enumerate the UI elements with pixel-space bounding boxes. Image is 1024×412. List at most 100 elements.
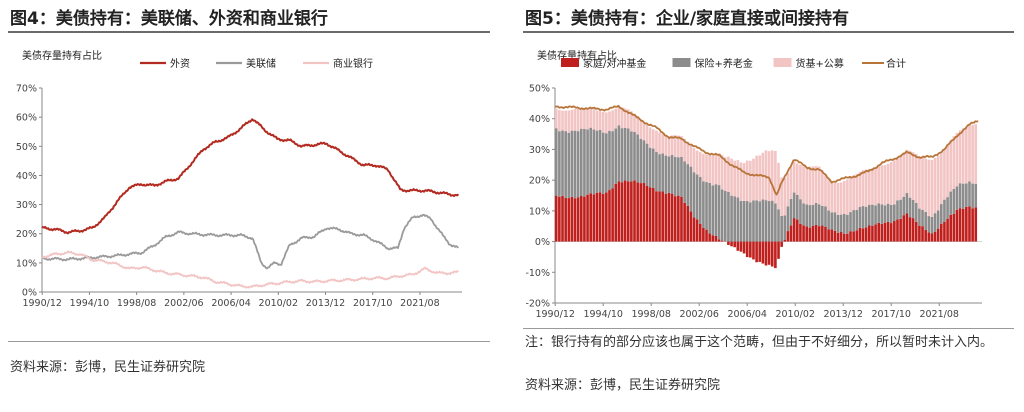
bar-货基+公募 [658,132,661,155]
bar-家庭/对冲基金 [780,241,783,247]
bar-保险+养老金 [911,200,915,219]
bar-货基+公募 [717,153,721,186]
bar-保险+养老金 [958,183,962,209]
bar-家庭/对冲基金 [968,206,971,242]
bar-家庭/对冲基金 [949,214,953,242]
bar-货基+公募 [727,156,730,192]
bar-保险+养老金 [605,133,608,193]
bar-货基+公募 [651,129,655,149]
bar-保险+养老金 [783,215,787,240]
bar-货基+公募 [846,179,849,215]
bar-家庭/对冲基金 [761,241,765,264]
bar-家庭/对冲基金 [626,181,630,242]
bar-家庭/对冲基金 [664,193,668,242]
bar-货基+公募 [952,136,956,189]
bar-货基+公募 [642,122,646,141]
bar-货基+公募 [946,145,949,198]
bar-家庭/对冲基金 [617,181,621,242]
bar-货基+公募 [623,108,627,128]
bar-家庭/对冲基金 [908,217,912,242]
bar-家庭/对冲基金 [673,196,677,242]
bar-货基+公募 [579,108,583,129]
bar-货基+公募 [595,110,599,131]
bar-保险+养老金 [871,204,874,226]
bar-货基+公募 [936,155,940,211]
bar-家庭/对冲基金 [842,233,846,242]
bar-家庭/对冲基金 [586,194,589,242]
bar-保险+养老金 [874,205,877,225]
bar-货基+公募 [673,135,677,157]
bar-货基+公募 [893,160,896,205]
bar-家庭/对冲基金 [918,225,921,242]
right-x-tick-label: 2006/04 [727,309,766,320]
bar-保险+养老金 [864,206,868,228]
bar-保险+养老金 [855,209,859,231]
left-bottom-divider [8,341,490,342]
bar-保险+养老金 [608,130,611,191]
bar-货基+公募 [799,164,802,200]
left-x-tick-label: 1998/08 [117,298,156,309]
bar-货基+公募 [689,144,693,167]
bar-货基+公募 [770,150,774,201]
bar-家庭/对冲基金 [758,241,762,262]
bar-货基+公募 [661,133,664,154]
bar-货基+公募 [877,166,881,204]
bar-保险+养老金 [974,183,978,208]
bar-货基+公募 [758,155,762,202]
bar-家庭/对冲基金 [595,192,599,242]
bar-家庭/对冲基金 [648,187,652,242]
bar-家庭/对冲基金 [955,209,959,242]
bar-保险+养老金 [661,153,664,192]
bar-家庭/对冲基金 [896,219,899,242]
bar-保险+养老金 [717,185,721,240]
bar-货基+公募 [855,173,859,210]
bar-家庭/对冲基金 [805,226,809,242]
bar-保险+养老金 [589,127,592,194]
bar-保险+养老金 [749,202,752,242]
bar-货基+公募 [971,124,974,184]
bar-货基+公募 [924,158,927,212]
bar-家庭/对冲基金 [692,217,696,242]
bar-家庭/对冲基金 [658,191,661,242]
bar-保险+养老金 [849,212,852,232]
bar-保险+养老金 [673,156,677,197]
bar-货基+公募 [880,165,884,205]
right-x-tick-label: 2013/12 [823,309,862,320]
bar-家庭/对冲基金 [623,180,627,242]
bar-保险+养老金 [792,192,796,219]
bar-保险+养老金 [789,199,793,226]
legend-label-保险+养老金: 保险+养老金 [695,57,753,70]
bar-保险+养老金 [642,140,646,183]
bar-家庭/对冲基金 [817,226,821,242]
bar-货基+公募 [858,171,862,208]
bar-保险+养老金 [930,216,934,234]
bar-家庭/对冲基金 [792,218,796,242]
bar-货基+公募 [836,182,840,215]
bar-保险+养老金 [943,199,946,222]
left-line-chart: 美债存量持有占比 0% 10% 20% 30% 40% 50% 60% 70% 1990/12 19… [16,49,462,309]
bar-保险+养老金 [614,128,618,184]
bar-保险+养老金 [655,151,658,192]
bar-家庭/对冲基金 [864,227,868,242]
bar-保险+养老金 [670,154,674,194]
bar-保险+养老金 [667,156,671,193]
bar-家庭/对冲基金 [667,192,671,242]
bar-保险+养老金 [567,132,571,199]
bar-家庭/对冲基金 [661,191,664,242]
bar-家庭/对冲基金 [598,192,602,242]
bar-保险+养老金 [639,138,643,184]
bar-货基+公募 [567,110,571,133]
bar-保险+养老金 [780,215,783,242]
bar-家庭/对冲基金 [802,225,805,242]
bar-货基+公募 [620,107,624,129]
bar-货基+公募 [889,162,893,205]
bar-保险+养老金 [852,210,855,232]
bar-家庭/对冲基金 [921,226,924,242]
bar-家庭/对冲基金 [971,208,974,242]
bar-货基+公募 [939,152,943,205]
bar-保险+养老金 [554,128,558,196]
right-x-tick-label: 2021/08 [919,309,958,320]
bar-货基+公募 [830,183,834,213]
bar-货基+公募 [905,149,909,194]
right-stacked-bar-chart: 美债存量持有占比 -20% -10% 0% 10% 20% 30% 40% 50% 1990/12… [525,49,982,320]
